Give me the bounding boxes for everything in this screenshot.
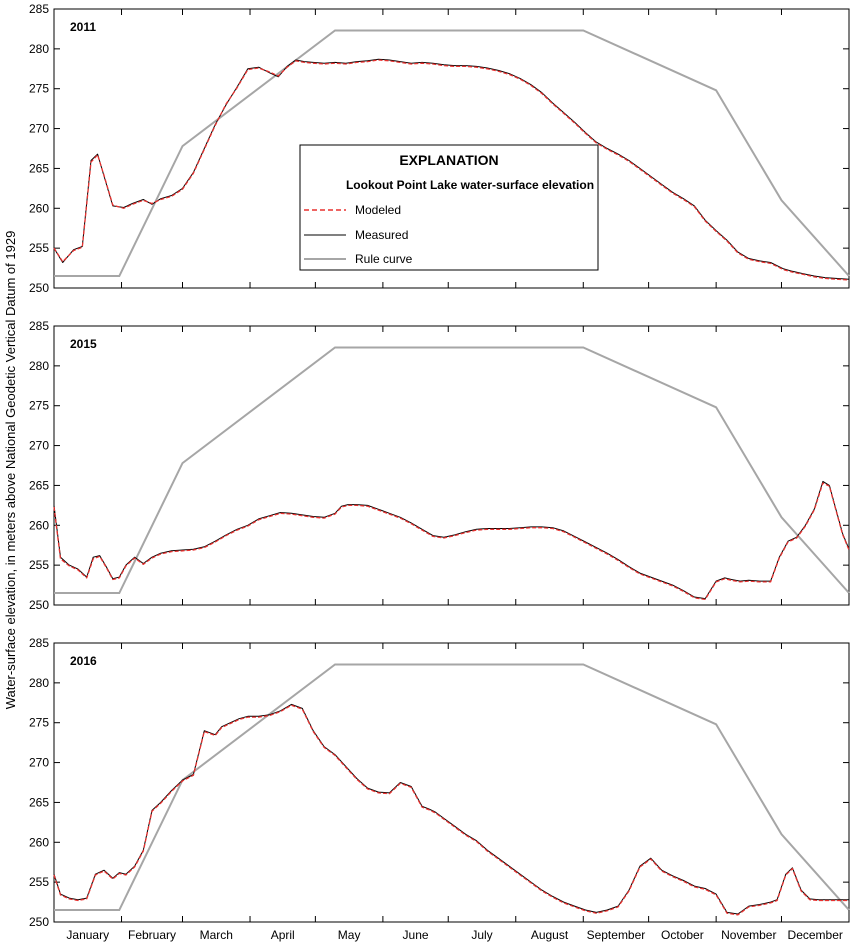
month-label: June: [403, 928, 429, 942]
y-tick-label: 280: [29, 676, 49, 690]
panel-year-label: 2011: [70, 20, 96, 34]
plot-frame: [53, 325, 850, 606]
series-rule-curve: [54, 29, 850, 277]
plot-frame: [53, 642, 850, 923]
series-modeled: [53, 482, 850, 601]
y-tick-label: 250: [29, 598, 49, 612]
y-tick-label: 255: [29, 558, 49, 572]
panel-2015: 250 255 260 265 270 275 280 285 2015: [29, 319, 850, 612]
y-tick-label: 265: [29, 161, 49, 175]
y-tick-label: 285: [29, 2, 49, 16]
series-measured: [53, 58, 850, 280]
month-label: July: [471, 928, 492, 942]
y-tick-label: 250: [29, 281, 49, 295]
y-tick-label: 275: [29, 82, 49, 96]
y-tick-label: 265: [29, 795, 49, 809]
panel-year-label: 2016: [70, 654, 97, 668]
y-axis-label: Water-surface elevation, in meters above…: [3, 231, 18, 710]
series-modeled: [53, 704, 849, 916]
month-label: April: [271, 928, 295, 942]
legend: EXPLANATION Lookout Point Lake water-sur…: [299, 144, 599, 271]
series-modeled: [53, 59, 850, 281]
y-tick-label: 270: [29, 439, 49, 453]
month-label: October: [661, 928, 704, 942]
series-rule-curve: [54, 346, 850, 594]
y-tick-label: 260: [29, 201, 49, 215]
y-tick-label: 265: [29, 478, 49, 492]
y-tick-label: 255: [29, 241, 49, 255]
panels: 250 255 260 265 270 275 280 285 2011 250 255 260 265…: [29, 2, 850, 929]
y-tick-label: 275: [29, 399, 49, 413]
y-tick-label: 275: [29, 716, 49, 730]
month-label: February: [128, 928, 176, 942]
legend-box: [299, 144, 599, 271]
legend-title: EXPLANATION: [399, 152, 498, 168]
legend-label-modeled: Modeled: [355, 203, 401, 217]
legend-subtitle: Lookout Point Lake water-surface elevati…: [346, 178, 594, 192]
y-tick-label: 260: [29, 835, 49, 849]
y-tick-label: 255: [29, 875, 49, 889]
legend-label-rule-curve: Rule curve: [355, 252, 413, 266]
y-tick-label: 260: [29, 518, 49, 532]
month-label: August: [531, 928, 569, 942]
month-label: December: [788, 928, 843, 942]
y-tick-label: 270: [29, 122, 49, 136]
month-label: September: [587, 928, 646, 942]
y-tick-label: 280: [29, 42, 49, 56]
month-label: May: [338, 928, 361, 942]
y-tick-label: 285: [29, 319, 49, 333]
y-tick-label: 280: [29, 359, 49, 373]
series-rule-curve: [54, 663, 850, 911]
month-label: January: [66, 928, 109, 942]
y-tick-label: 285: [29, 636, 49, 650]
y-tick-label: 270: [29, 756, 49, 770]
month-label: March: [200, 928, 233, 942]
panel-2016: 250 255 260 265 270 275 280 285 2016: [29, 636, 850, 929]
series-measured: [53, 480, 850, 600]
panel-year-label: 2015: [70, 337, 97, 351]
month-labels: January February March April May June July Augu…: [66, 928, 843, 942]
y-tick-label: 250: [29, 915, 49, 929]
month-label: November: [721, 928, 776, 942]
legend-label-measured: Measured: [355, 228, 408, 242]
